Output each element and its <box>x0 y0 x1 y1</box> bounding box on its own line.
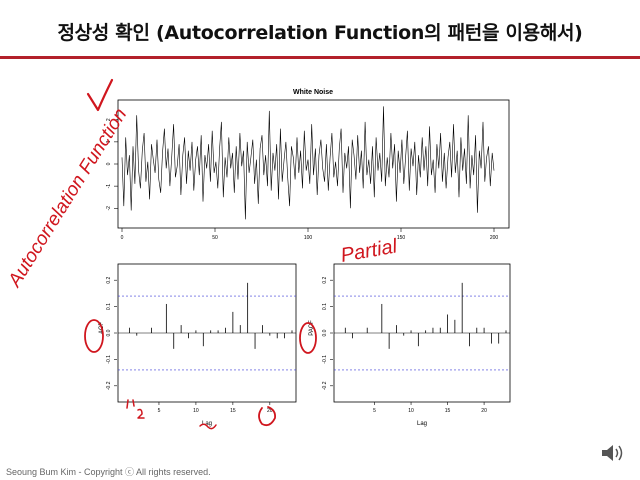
pacf-xtick-label: 15 <box>445 408 451 414</box>
ts-ytick-label: 0 <box>106 162 112 165</box>
checkmark-annotation <box>86 78 114 112</box>
pacf-xtick-label: 20 <box>481 408 487 414</box>
acf-xtick-label: 5 <box>158 408 161 414</box>
pacf-handwritten-label: Partial <box>339 235 399 267</box>
ts-xtick-label: 100 <box>304 235 313 241</box>
copyright-footer: Seoung Bum Kim - Copyright ⓒ All rights … <box>6 467 211 477</box>
ts-xtick-label: 150 <box>397 235 406 241</box>
pacf-plot: 5 10 15 20 -0.2 -0.1 0.0 0.1 0.2 PACF Lag <box>309 263 511 427</box>
acf-handwritten-label: Autocorrelation Function <box>4 105 131 292</box>
lag-numbers-annotation <box>126 399 145 419</box>
acf-ytick-label: 0.2 <box>106 277 112 284</box>
pacf-ylabel: PACF <box>309 320 315 336</box>
ts-ytick-label: -2 <box>106 206 112 211</box>
pacf-xtick-label: 5 <box>373 408 376 414</box>
pacf-ytick-label: 0.0 <box>322 329 328 336</box>
acf-xtick-label: 10 <box>193 408 199 414</box>
acf-ytick-label: 0.1 <box>106 303 112 310</box>
tilde-annotation <box>199 423 217 430</box>
pacf-marks: 5 10 15 20 -0.2 -0.1 0.0 0.1 0.2 <box>322 277 510 414</box>
title-divider <box>0 56 640 59</box>
pacf-xlabel: Lag <box>417 421 427 427</box>
ts-ytick-label: 2 <box>106 118 112 121</box>
pacf-ytick-label: 0.2 <box>322 277 328 284</box>
white-noise-plot: White Noise 0 50 100 150 200 -2 -1 0 1 2 <box>106 89 510 241</box>
ts-frame <box>117 99 510 229</box>
ts-xtick-label: 0 <box>121 235 124 241</box>
acf-plot: 5 10 15 20-0.2-0.10.00.10.2 ACF Lag <box>99 263 297 427</box>
handwritten-annotations <box>84 78 317 430</box>
ts-axes: 0 50 100 150 200 -2 -1 0 1 2 <box>106 118 498 241</box>
speaker-icon[interactable] <box>600 442 626 464</box>
ts-xtick-label: 200 <box>490 235 499 241</box>
acf-ytick-label: -0.1 <box>106 355 112 364</box>
ts-title: White Noise <box>293 89 333 96</box>
acf-xtick-label: 15 <box>230 408 236 414</box>
pacf-ytick-label: 0.1 <box>322 303 328 310</box>
acf-marks: 5 10 15 20 -0.2 -0.1 0.0 0.1 0.2 <box>106 277 296 414</box>
acf-ytick-label: -0.2 <box>106 381 112 390</box>
acf-xtick-label: 20 <box>267 408 273 414</box>
acf-ytick-label: 0.0 <box>106 329 112 336</box>
pacf-ytick-label: -0.1 <box>322 355 328 364</box>
pacf-ytick-label: -0.2 <box>322 381 328 390</box>
ts-ytick-label: -1 <box>106 184 112 189</box>
pacf-circle-annotation <box>299 322 317 354</box>
ts-series-line <box>121 106 495 220</box>
pacf-xtick-label: 10 <box>408 408 414 414</box>
acf-xlabel: Lag <box>202 421 212 427</box>
lag-circle-annotation <box>258 406 277 427</box>
acf-circle-annotation <box>84 319 104 353</box>
slide-title: 정상성 확인 (Autocorrelation Function의 패턴을 이용… <box>57 22 583 44</box>
ts-xtick-label: 50 <box>212 235 218 241</box>
ts-ytick-label: 1 <box>106 140 112 143</box>
